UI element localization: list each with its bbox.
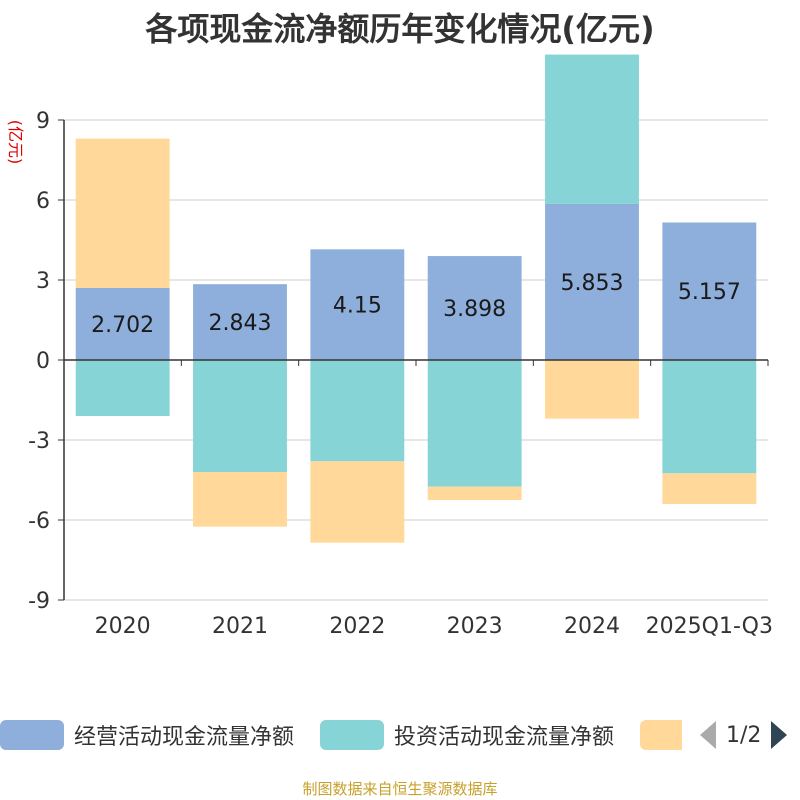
y-tick-label: 9 [36,109,50,134]
y-tick-label: 0 [36,349,50,374]
x-tick-label: 2021 [212,614,268,639]
legend-swatch-financing [640,720,682,750]
data-label: 5.853 [561,271,624,296]
bar-segment [75,138,170,288]
legend-label-operating: 经营活动现金流量净额 [74,725,295,750]
x-tick-label: 2020 [95,614,151,639]
bar-segment [427,360,522,487]
pager-next-icon[interactable] [771,721,788,749]
y-tick-label: -6 [28,509,50,534]
bar-segment [662,222,757,360]
x-tick-label: 2022 [329,614,385,639]
legend-swatch-investing [320,720,384,750]
bar-segment [545,360,639,419]
x-tick-label: 2023 [447,614,503,639]
legend-item-investing[interactable]: 投资活动现金流量净额 [320,718,614,752]
y-axis-label: (亿元) [6,120,25,165]
y-tick-label: -9 [28,589,50,614]
source-footer: 制图数据来自恒生聚源数据库 [302,780,498,798]
bar-segment [193,472,287,527]
bar-segment [310,461,405,543]
data-label: 2.843 [209,311,272,336]
data-label: 2.702 [91,313,154,338]
legend-swatch-operating [0,720,64,750]
bar-segment [193,360,287,472]
bar-segment [193,284,287,360]
y-tick-label: 6 [36,189,50,214]
bar-segment [75,360,170,416]
bar-segment [310,360,405,462]
pager-text: 1/2 [726,722,762,748]
bar-segment [545,54,639,204]
bar-segment [662,473,757,504]
bar-segment [662,360,757,474]
bar-segment [310,249,405,360]
chart-plot: -9 -6 -3 0 3 6 9 (亿元) 2.702 2020 2.843 2021 4.15 2022… [6,54,773,639]
legend: 经营活动现金流量净额 投资活动现金流量净额 [0,718,800,752]
legend-item-operating[interactable]: 经营活动现金流量净额 [0,718,294,752]
data-label: 5.157 [678,280,741,305]
chart-title: 各项现金流净额历年变化情况(亿元) [145,10,655,48]
bar-segment [427,486,522,500]
legend-label-investing: 投资活动现金流量净额 [394,725,615,750]
data-label: 3.898 [443,297,506,322]
legend-pager: 1/2 [700,718,788,752]
bar-segment [545,203,639,360]
data-label: 4.15 [333,294,382,319]
bar-segment [75,287,170,360]
y-tick-label: -3 [28,429,50,454]
y-tick-label: 3 [36,269,50,294]
legend-item-financing[interactable] [640,718,682,752]
bar-segment [427,256,522,360]
x-tick-label: 2025Q1-Q3 [646,614,773,639]
x-tick-label: 2024 [564,614,620,639]
pager-prev-icon[interactable] [700,721,716,749]
